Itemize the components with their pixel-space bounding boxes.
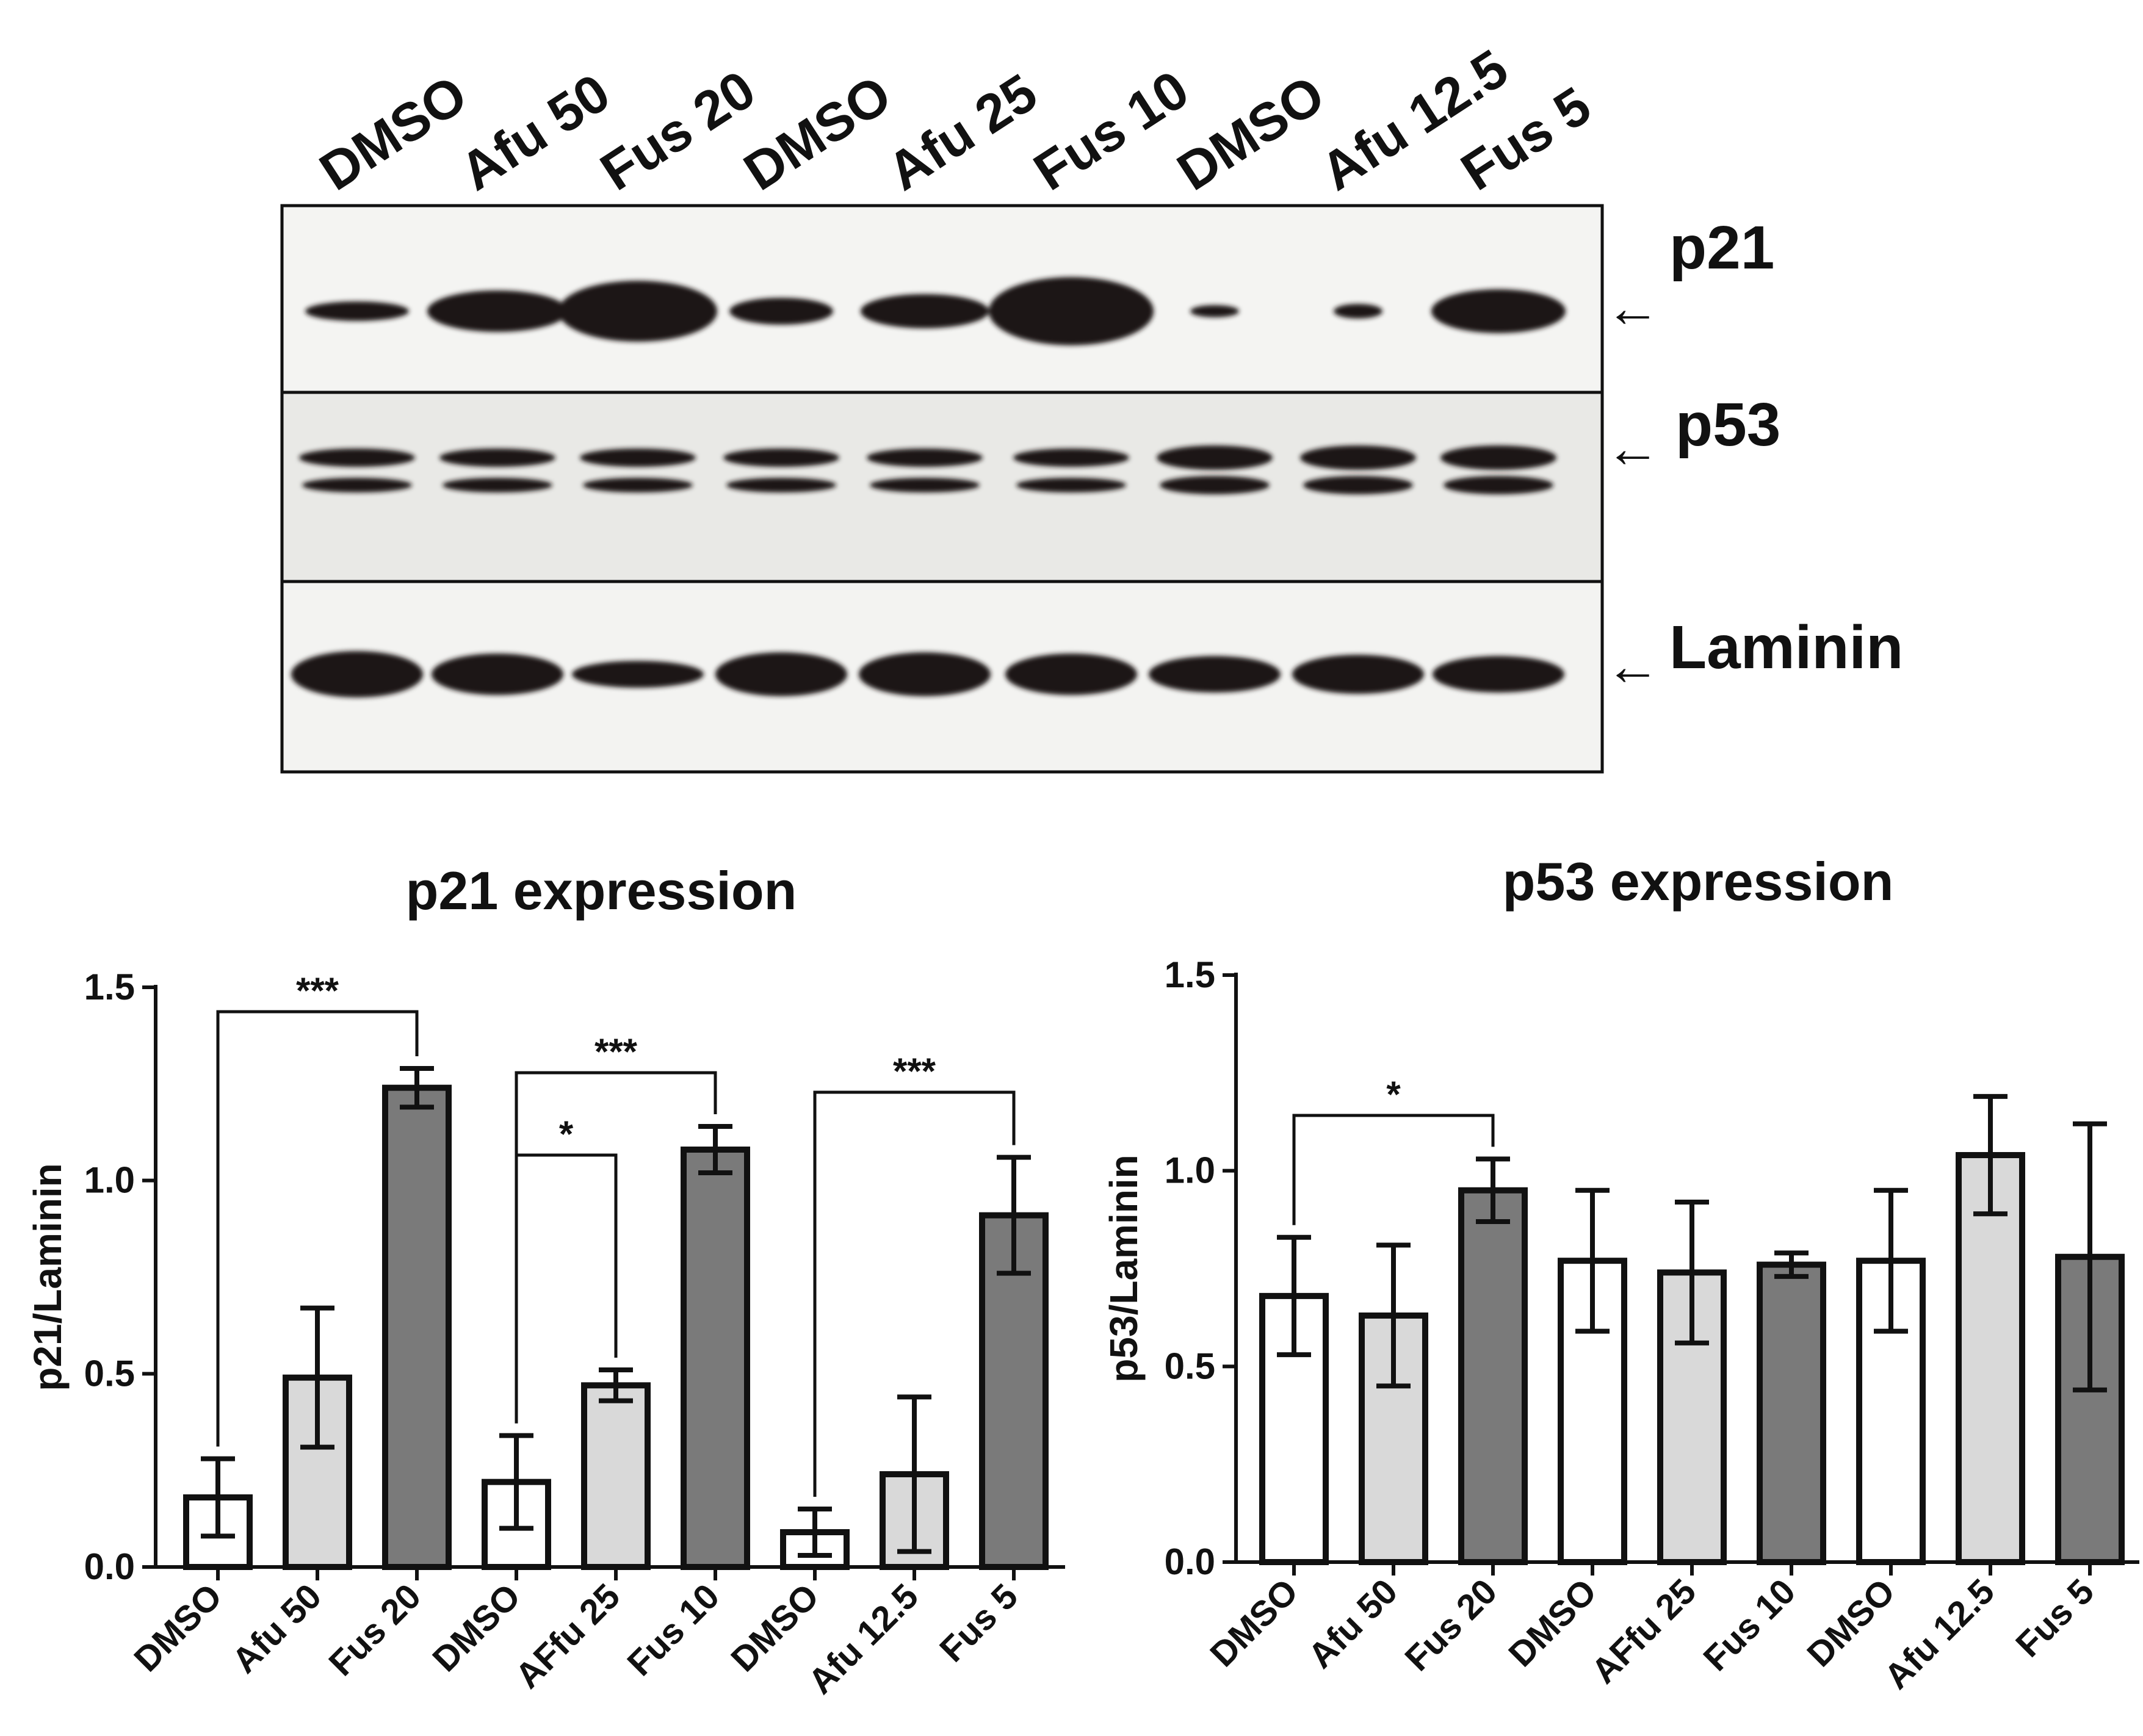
laminin-band	[432, 654, 563, 695]
laminin-band	[1433, 656, 1564, 693]
p21-arrow: ←	[1605, 278, 1660, 339]
p21-band	[861, 294, 989, 328]
laminin-row-label: ← Laminin	[1605, 613, 1903, 697]
p53-band	[1303, 476, 1413, 494]
laminin-band	[859, 652, 991, 696]
y-tick-label: 0.0	[84, 1546, 135, 1587]
significance-bracket	[1292, 1114, 1495, 1225]
significance-bracket	[515, 1153, 618, 1424]
y-axis-label: p21/Laminin	[26, 1163, 70, 1391]
significance-label: *	[1386, 1074, 1401, 1115]
p21-band	[989, 277, 1154, 345]
x-tick-label: Fus 20	[1397, 1571, 1505, 1679]
p21-band	[729, 298, 833, 325]
p53-label: p53	[1675, 391, 1780, 459]
laminin-band	[1005, 654, 1137, 695]
x-tick-label: Afu 50	[1301, 1571, 1405, 1676]
significance-label: *	[559, 1114, 574, 1154]
p53-arrow: ←	[1605, 418, 1660, 479]
p53-band	[1440, 445, 1556, 470]
p53-band	[1013, 448, 1129, 467]
laminin-band	[1149, 656, 1281, 693]
bar	[1757, 1261, 1826, 1565]
y-tick-label: 1.5	[84, 967, 135, 1007]
laminin-band	[572, 661, 704, 688]
x-tick-label: AFfu 25	[1584, 1571, 1704, 1691]
p53-band	[580, 448, 696, 467]
y-axis-label: p53/Laminin	[1102, 1154, 1146, 1382]
p53-band	[443, 478, 552, 492]
x-tick-label: DMSO	[1202, 1571, 1306, 1674]
p53-band	[1157, 445, 1273, 470]
p53-row-label: ← p53	[1605, 391, 1780, 479]
p21-band	[305, 301, 409, 321]
laminin-label: Laminin	[1669, 613, 1903, 682]
p21-band	[1334, 304, 1382, 319]
p53-band	[299, 448, 415, 467]
bar	[1458, 1187, 1528, 1565]
p53-band	[1300, 445, 1416, 470]
bar	[979, 1212, 1049, 1570]
laminin-band	[1292, 655, 1424, 694]
significance-label: ***	[594, 1031, 638, 1072]
p53-band	[302, 478, 412, 492]
chart-title: p53 expression	[1503, 851, 1894, 912]
significance-label: ***	[296, 970, 339, 1011]
p21-band	[1431, 289, 1566, 333]
p53-band	[583, 478, 693, 492]
p21-label: p21	[1669, 214, 1774, 282]
p53-band	[867, 448, 983, 467]
y-tick-label: 1.0	[84, 1160, 135, 1201]
p53-band	[1160, 476, 1270, 494]
p21-row-label: ← p21	[1605, 214, 1774, 339]
bar	[581, 1382, 651, 1570]
p21-expression-chart: p21 expressionp21/Laminin0.00.51.01.5DMS…	[26, 860, 1065, 1702]
laminin-band	[291, 651, 423, 697]
significance-label: ***	[893, 1051, 936, 1092]
p53-band	[726, 478, 836, 492]
p53-band	[1444, 476, 1553, 494]
laminin-arrow: ←	[1605, 636, 1660, 697]
y-tick-label: 1.0	[1165, 1150, 1215, 1191]
p21-band	[427, 290, 568, 332]
p53-band	[870, 478, 980, 492]
y-tick-label: 0.5	[84, 1353, 135, 1394]
p53-band	[723, 448, 839, 467]
significance-bracket	[813, 1090, 1016, 1497]
p21-band	[558, 281, 717, 342]
x-tick-label: Fus 10	[1696, 1571, 1803, 1679]
x-tick-label: Afu 12.5	[1877, 1571, 2003, 1697]
laminin-band	[715, 652, 847, 696]
significance-bracket	[216, 1010, 419, 1447]
y-tick-label: 0.5	[1165, 1345, 1215, 1386]
x-tick-label: Fus 5	[2008, 1571, 2101, 1665]
y-tick-label: 1.5	[1165, 954, 1215, 995]
p53-band	[439, 448, 555, 467]
chart-title: p21 expression	[406, 860, 797, 921]
p21-band	[1190, 305, 1239, 317]
y-tick-label: 0.0	[1165, 1541, 1215, 1582]
p53-band	[1016, 478, 1126, 492]
